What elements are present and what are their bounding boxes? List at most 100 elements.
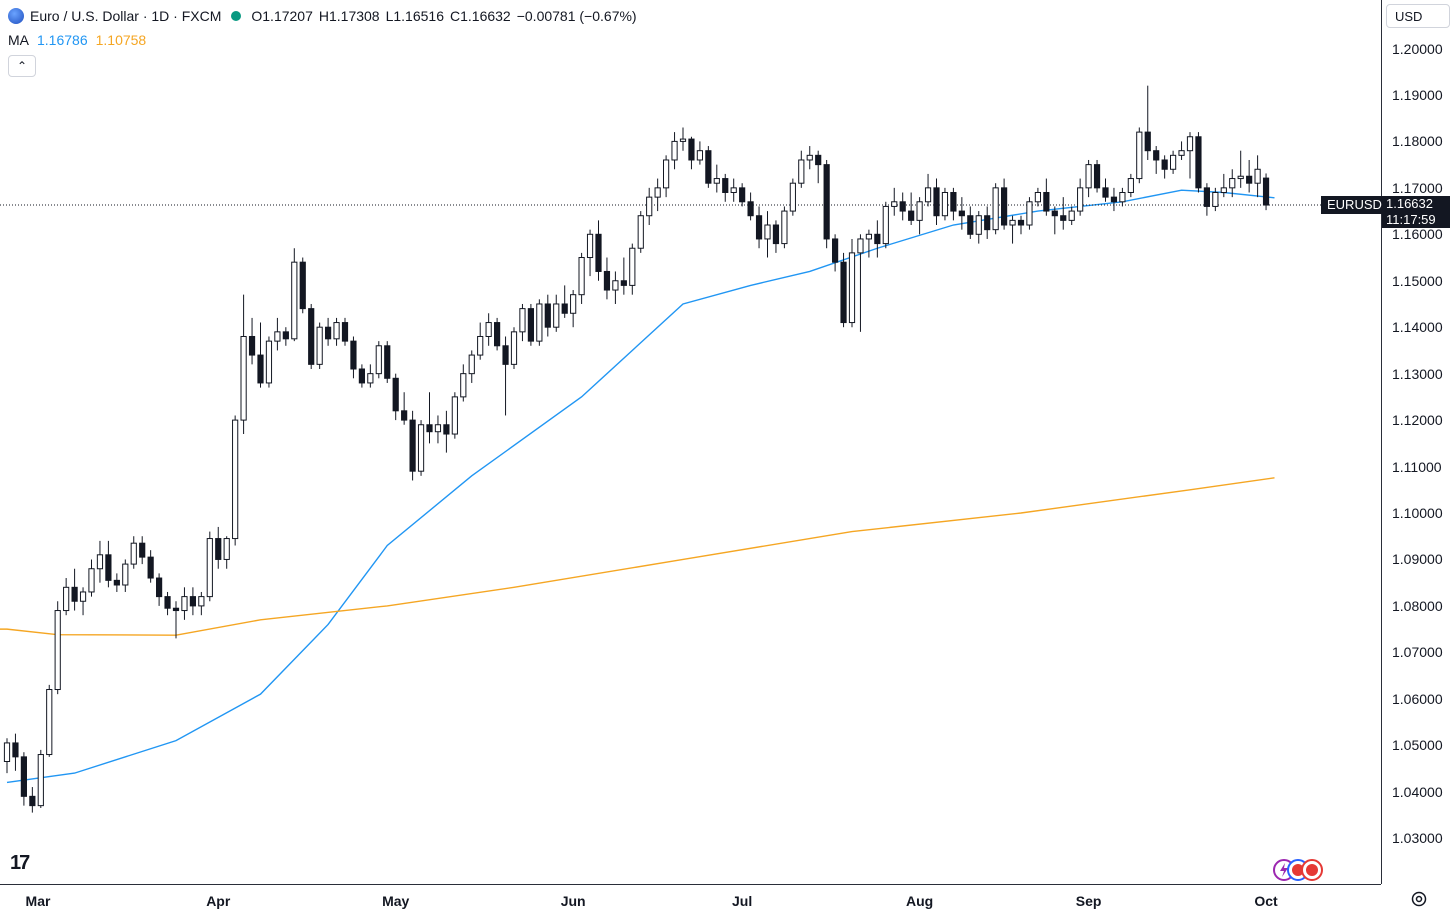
logo-text: 17 [10,852,30,874]
candle-up [367,373,374,384]
candle-down [299,261,306,310]
candle-down [1203,187,1211,207]
candle-down [147,556,154,579]
candle-up [663,159,670,189]
gear-icon[interactable] [1410,890,1428,908]
candle-down [595,233,602,272]
ma-slow-line [0,477,1275,636]
time-tick-label: May [382,893,410,909]
candle-down [1110,196,1118,203]
candle-up [63,586,70,612]
open-value: O1.17207 [251,8,313,24]
candle-up [79,591,87,602]
candle-down [899,201,906,212]
candle-down [257,354,264,384]
candle-down [722,178,729,193]
candle-down [1001,187,1008,226]
price-tick-label: 1.20000 [1392,40,1443,57]
candle-down [840,261,847,324]
candle-down [620,280,627,286]
candle-down [1060,215,1067,221]
time-tick-label: Oct [1254,893,1278,909]
price-tick-label: 1.06000 [1392,690,1443,707]
collapse-legend-button[interactable]: ⌃ [8,55,36,77]
bar-countdown: 11:17:59 [1386,212,1436,227]
candle-down [1153,150,1160,161]
candle-up [485,322,492,337]
candle-up [696,150,703,161]
candle-down [874,233,881,245]
candle-up [1178,150,1185,156]
ma-label[interactable]: MA [8,32,29,48]
candle-up [1212,191,1219,207]
time-axis[interactable]: Mar Apr May Jun Jul Aug Sep Oct [0,884,1381,912]
symbol-info-row: Euro / U.S. Dollar · 1D · FXCM O1.17207 … [8,6,637,26]
candle-down [401,410,408,421]
time-tick-label: Mar [25,893,51,909]
symbol-price-tag: EURUSD [1321,196,1388,214]
price-tick-label: 1.13000 [1392,365,1443,382]
candle-down [113,579,120,586]
candle-down [20,756,27,797]
candle-up [1077,187,1084,212]
price-tick-label: 1.04000 [1392,783,1443,800]
candle-up [1237,175,1244,180]
ma-fast-line [6,189,1275,784]
tradingview-logo[interactable]: 17 [10,852,30,875]
last-price: 1.16632 [1386,196,1433,211]
chart-legend: Euro / U.S. Dollar · 1D · FXCM O1.17207 … [8,6,637,50]
candle-down [688,138,695,161]
candle-down [967,215,974,235]
candle-up [37,754,44,807]
candle-up [291,261,298,340]
candle-down [409,419,416,472]
chart-plot-area[interactable] [0,0,1380,884]
price-chart[interactable] [0,0,1380,884]
symbol-title[interactable]: Euro / U.S. Dollar · 1D · FXCM [30,8,222,24]
candle-up [781,210,788,245]
eu-flag-icon [8,8,24,24]
candle-up [1026,201,1033,226]
candle-up [1085,164,1092,189]
candle-up [1136,131,1143,180]
candle-up [916,201,923,221]
high-value: H1.17308 [318,8,380,24]
candle-up [181,596,188,612]
candle-down [705,150,712,184]
candle-down [282,331,289,340]
candle-up [451,396,458,435]
candle-up [654,187,661,198]
candle-up [992,187,999,231]
indicator-row[interactable]: MA 1.16786 1.10758 [8,30,637,50]
candle-up [1170,154,1177,170]
candle-down [443,424,450,435]
candle-down [561,303,568,314]
candle-up [646,196,653,217]
candle-up [637,215,644,249]
candle-down [248,335,256,356]
candle-up [510,331,518,365]
candle-up [468,354,475,375]
candle-down [984,215,991,231]
time-tick-label: Jun [560,893,586,909]
candle-down [739,187,746,203]
price-tick-label: 1.08000 [1392,597,1443,614]
candle-down [12,742,19,758]
candle-up [1068,210,1075,221]
candle-down [164,596,171,609]
candle-up [274,331,281,342]
chevron-up-icon: ⌃ [16,59,28,73]
candle-down [105,554,112,581]
currency-selector[interactable]: USD [1386,4,1450,28]
candle-down [71,586,78,602]
change-value: −0.00781 (−0.67%) [516,8,637,24]
candle-up [586,233,594,259]
candle-down [1043,191,1050,212]
candle-down [772,224,780,245]
economic-events-icon[interactable] [1272,858,1328,882]
candle-up [333,322,340,340]
candle-up [764,224,771,240]
price-axis[interactable]: 1.20000 1.19000 1.18000 1.17000 1.16000 1.150… [1381,0,1456,884]
candle-up [730,187,737,193]
candle-down [494,322,501,347]
